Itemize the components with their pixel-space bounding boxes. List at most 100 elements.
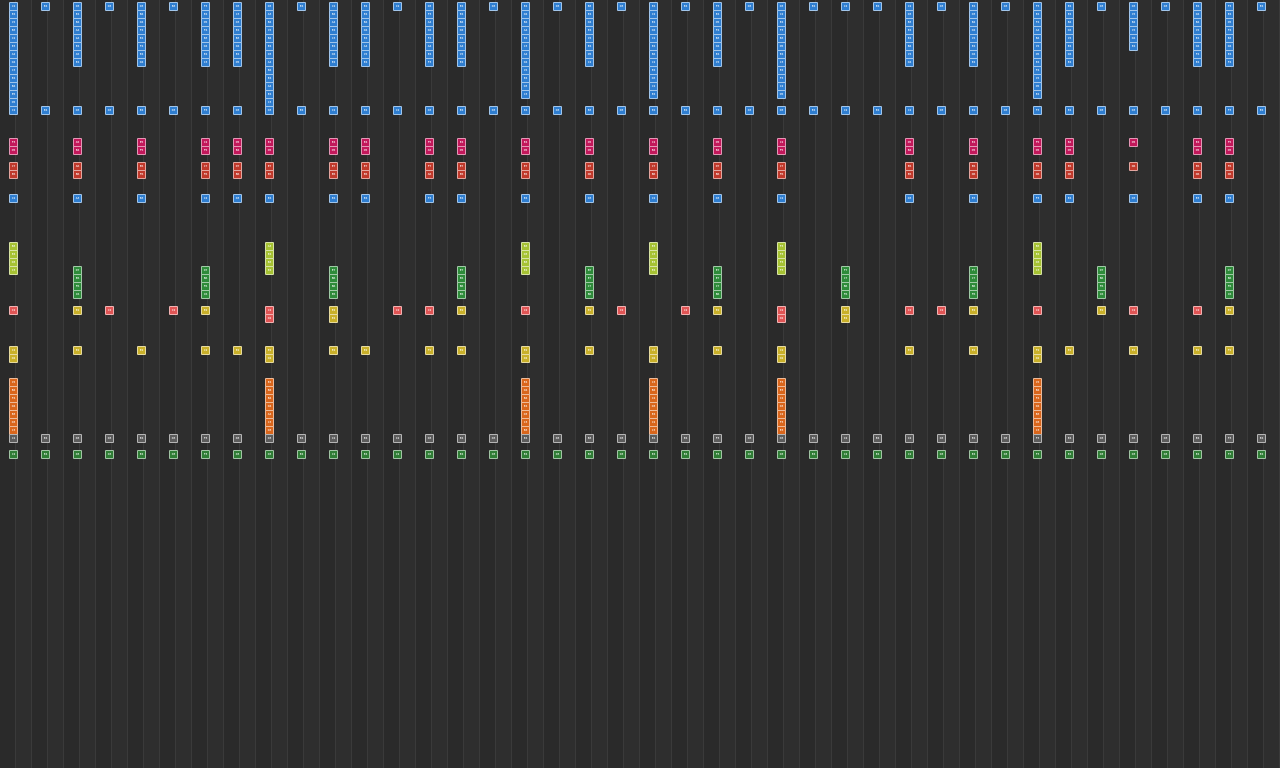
lane-dark-green-note[interactable]: F3 [201, 450, 210, 459]
lane-yellow-a-note[interactable]: E2 [969, 306, 978, 315]
lane-blue-top-note[interactable]: D3 [1097, 2, 1106, 11]
lane-blue-row-note[interactable]: D3 [105, 106, 114, 115]
lane-coral-note[interactable]: D2 [265, 314, 274, 323]
lane-blue-top-note[interactable]: E4 [297, 2, 306, 11]
lane-blue-top-note[interactable]: D3 [937, 2, 946, 11]
lane-gray-note[interactable]: D3 [745, 434, 754, 443]
lane-gray-note[interactable]: D3 [1097, 434, 1106, 443]
lane-gray-note[interactable]: C2 [9, 434, 18, 443]
lane-coral-note[interactable]: C2 [393, 306, 402, 315]
lane-crimson-note[interactable]: B4 [905, 146, 914, 155]
lane-blue-top-note[interactable]: E4 [73, 58, 82, 67]
lane-dark-green-note[interactable]: E4 [873, 450, 882, 459]
lane-yellow-a-note[interactable]: E2 [713, 306, 722, 315]
lane-salmon-note[interactable]: E6 [521, 170, 530, 179]
lane-blue-row-note[interactable]: E4 [41, 106, 50, 115]
lane-blue-row-note[interactable]: E4 [969, 106, 978, 115]
lane-blue-top-note[interactable]: D3 [105, 2, 114, 11]
lane-blue-top-note[interactable]: D3 [1161, 2, 1170, 11]
lane-blue-bottom-note[interactable]: F3 [1225, 194, 1234, 203]
lane-blue-bottom-note[interactable]: E4 [457, 194, 466, 203]
lane-yellow-a-note[interactable]: E2 [329, 314, 338, 323]
lane-gray-note[interactable]: C2 [329, 434, 338, 443]
lane-gray-note[interactable]: D3 [169, 434, 178, 443]
lane-coral-note[interactable]: C2 [105, 306, 114, 315]
lane-salmon-note[interactable]: D6 [1033, 170, 1042, 179]
lane-salmon-note[interactable]: E6 [457, 170, 466, 179]
lane-coral-note[interactable]: C2 [1033, 306, 1042, 315]
lane-coral-note[interactable]: C2 [169, 306, 178, 315]
lane-blue-row-note[interactable]: D3 [1129, 106, 1138, 115]
lane-salmon-note[interactable]: D6 [1065, 170, 1074, 179]
lane-blue-row-note[interactable]: E4 [809, 106, 818, 115]
lane-dark-green-note[interactable]: F3 [1225, 450, 1234, 459]
lane-gray-note[interactable]: E4 [361, 434, 370, 443]
lane-blue-bottom-note[interactable]: C2 [777, 194, 786, 203]
lane-yellow-b-note[interactable]: E2 [713, 346, 722, 355]
lane-blue-bottom-note[interactable]: D3 [905, 194, 914, 203]
lane-blue-top-note[interactable]: E4 [1033, 90, 1042, 99]
lane-blue-bottom-note[interactable]: A3 [73, 194, 82, 203]
lane-blue-row-note[interactable]: D3 [937, 106, 946, 115]
lane-gray-note[interactable]: D3 [617, 434, 626, 443]
lane-blue-top-note[interactable]: F4 [1225, 58, 1234, 67]
lane-coral-note[interactable]: C2 [905, 306, 914, 315]
lane-salmon-note[interactable]: F6 [777, 170, 786, 179]
lane-dark-green-note[interactable]: D3 [233, 450, 242, 459]
lane-lime-note[interactable]: E4 [265, 266, 274, 275]
lane-blue-row-note[interactable]: E4 [873, 106, 882, 115]
lane-blue-top-note[interactable]: C2 [393, 2, 402, 11]
lane-gray-note[interactable]: D3 [233, 434, 242, 443]
lane-salmon-note[interactable]: B6 [649, 170, 658, 179]
lane-gray-note[interactable]: D3 [777, 434, 786, 443]
lane-lime-note[interactable]: E4 [521, 266, 530, 275]
lane-dark-green-note[interactable]: D3 [553, 450, 562, 459]
lane-crimson-note[interactable]: D5 [457, 146, 466, 155]
lane-gray-note[interactable]: F3 [201, 434, 210, 443]
lane-crimson-note[interactable]: D5 [585, 146, 594, 155]
lane-green-note[interactable]: C6 [1097, 290, 1106, 299]
lane-blue-top-note[interactable]: E4 [969, 58, 978, 67]
lane-dark-green-note[interactable]: E4 [137, 450, 146, 459]
lane-yellow-b-note[interactable]: D2 [649, 354, 658, 363]
lane-blue-row-note[interactable]: D3 [617, 106, 626, 115]
lane-crimson-note[interactable]: A5 [425, 146, 434, 155]
lane-dark-green-note[interactable]: E4 [1193, 450, 1202, 459]
lane-coral-note[interactable]: C2 [9, 306, 18, 315]
lane-blue-top-note[interactable]: E4 [681, 2, 690, 11]
lane-salmon-note[interactable]: D6 [969, 170, 978, 179]
lane-yellow-a-note[interactable]: E2 [841, 314, 850, 323]
lane-crimson-note[interactable]: D5 [265, 146, 274, 155]
lane-gray-note[interactable]: F3 [713, 434, 722, 443]
lane-dark-green-note[interactable]: B3 [585, 450, 594, 459]
lane-gray-note[interactable]: D3 [73, 434, 82, 443]
lane-crimson-note[interactable]: F5 [201, 146, 210, 155]
lane-gray-note[interactable]: E4 [873, 434, 882, 443]
lane-salmon-note[interactable]: D6 [1225, 170, 1234, 179]
lane-dark-green-note[interactable]: D3 [777, 450, 786, 459]
lane-coral-note[interactable]: C2 [937, 306, 946, 315]
lane-blue-row-note[interactable]: D3 [553, 106, 562, 115]
lane-crimson-note[interactable]: B4 [73, 146, 82, 155]
lane-gray-note[interactable]: F3 [1225, 434, 1234, 443]
lane-crimson-note[interactable]: F5 [777, 146, 786, 155]
lane-yellow-b-note[interactable]: D2 [777, 354, 786, 363]
lane-gray-note[interactable]: F3 [1033, 434, 1042, 443]
lane-coral-note[interactable]: C2 [1193, 306, 1202, 315]
lane-gray-note[interactable]: E4 [521, 434, 530, 443]
lane-blue-row-note[interactable]: D3 [1161, 106, 1170, 115]
lane-blue-top-note[interactable]: E4 [649, 90, 658, 99]
lane-blue-bottom-note[interactable]: E4 [265, 194, 274, 203]
lane-blue-row-note[interactable]: F3 [1225, 106, 1234, 115]
lane-yellow-b-note[interactable]: E2 [233, 346, 242, 355]
lane-crimson-note[interactable]: B4 [713, 146, 722, 155]
lane-gray-note[interactable]: E4 [1193, 434, 1202, 443]
lane-yellow-b-note[interactable]: C2 [201, 346, 210, 355]
lane-gray-note[interactable]: D3 [265, 434, 274, 443]
lane-yellow-b-note[interactable]: E2 [585, 346, 594, 355]
lane-blue-top-note[interactable]: D3 [745, 2, 754, 11]
lane-yellow-b-note[interactable]: D2 [9, 354, 18, 363]
lane-green-note[interactable]: F6 [969, 290, 978, 299]
lane-dark-green-note[interactable]: E4 [969, 450, 978, 459]
lane-gray-note[interactable]: E4 [41, 434, 50, 443]
